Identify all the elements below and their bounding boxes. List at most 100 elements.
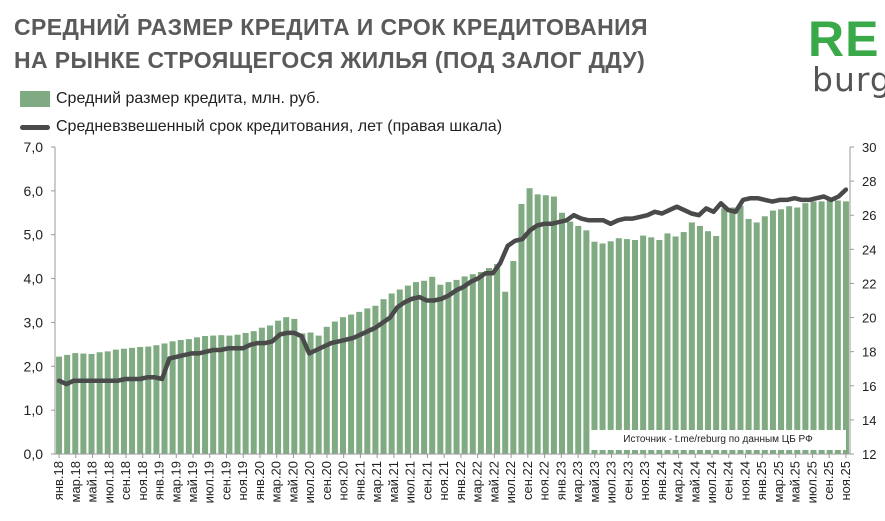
y-right-tick-label: 16 xyxy=(862,379,876,394)
loan-size-bar xyxy=(380,299,387,454)
loan-size-bar xyxy=(559,212,566,454)
loan-size-bar xyxy=(64,354,71,454)
loan-size-bar xyxy=(834,200,841,454)
y-right-tick-label: 18 xyxy=(862,345,876,360)
x-tick-label: янв.22 xyxy=(453,461,468,500)
loan-size-bar xyxy=(193,337,200,454)
loan-size-bar xyxy=(404,285,411,454)
loan-size-bar xyxy=(153,345,160,454)
loan-size-bar xyxy=(356,311,363,454)
legend-bar-swatch xyxy=(20,91,50,107)
loan-size-bar xyxy=(323,326,330,454)
x-tick-label: янв.24 xyxy=(654,461,669,500)
loan-size-bar xyxy=(567,221,574,454)
y-left-tick-label: 5,0 xyxy=(24,227,44,243)
legend-line-swatch xyxy=(20,124,50,130)
loan-size-bar xyxy=(664,233,671,454)
x-tick-label: ноя.19 xyxy=(235,461,250,501)
loan-size-bar xyxy=(729,207,736,454)
loan-size-bar xyxy=(445,282,452,454)
loan-size-bar xyxy=(218,335,225,454)
loan-size-bar xyxy=(778,209,785,454)
loan-size-bar xyxy=(607,241,614,454)
loan-size-bar xyxy=(494,264,501,454)
y-left-tick-label: 6,0 xyxy=(24,183,44,199)
x-tick-label: ноя.25 xyxy=(838,461,853,501)
x-tick-label: мар.19 xyxy=(168,461,183,502)
loan-size-bar xyxy=(680,232,687,454)
x-tick-label: мар.20 xyxy=(269,461,284,502)
loan-size-bar xyxy=(307,332,314,454)
loan-size-bar xyxy=(632,239,639,454)
x-tick-label: май.18 xyxy=(85,461,100,503)
loan-size-bar xyxy=(429,276,436,454)
loan-size-bar xyxy=(396,289,403,454)
source-note: Источник - t.me/reburg по данным ЦБ РФ xyxy=(590,430,846,450)
y-right-tick-label: 28 xyxy=(862,174,876,189)
loan-size-bar xyxy=(688,222,695,454)
x-tick-label: ноя.18 xyxy=(135,461,150,501)
loan-size-bar xyxy=(275,320,282,454)
x-tick-label: июл.24 xyxy=(704,461,719,503)
x-tick-label: сен.21 xyxy=(419,461,434,500)
loan-size-bar xyxy=(291,318,298,454)
loan-size-bar xyxy=(120,348,127,454)
x-tick-label: янв.23 xyxy=(553,461,568,500)
x-tick-label: июл.19 xyxy=(202,461,217,503)
loan-size-bar xyxy=(802,203,809,454)
loan-size-bar xyxy=(705,231,712,454)
x-tick-label: май.25 xyxy=(788,461,803,503)
loan-size-bar xyxy=(226,335,233,454)
x-tick-label: май.22 xyxy=(486,461,501,503)
y-left-tick-label: 1,0 xyxy=(24,402,44,418)
loan-size-bar xyxy=(810,201,817,454)
loan-size-bar xyxy=(258,327,265,454)
loan-size-bar xyxy=(713,236,720,454)
x-tick-label: май.24 xyxy=(687,461,702,503)
x-tick-label: май.21 xyxy=(386,461,401,503)
x-tick-label: сен.23 xyxy=(620,461,635,500)
loan-size-bar xyxy=(185,339,192,454)
loan-size-bar xyxy=(210,335,217,454)
loan-size-bar xyxy=(461,276,468,454)
loan-size-bar xyxy=(266,325,273,454)
y-right-tick-label: 26 xyxy=(862,208,876,223)
x-tick-label: мар.24 xyxy=(671,461,686,502)
x-tick-label: ноя.21 xyxy=(436,461,451,501)
x-tick-label: янв.19 xyxy=(152,461,167,500)
y-right-tick-label: 24 xyxy=(862,242,876,257)
loan-size-bar xyxy=(129,347,136,454)
y-right-tick-label: 12 xyxy=(862,447,876,462)
loan-size-bar xyxy=(469,274,476,454)
y-left-tick-label: 7,0 xyxy=(24,139,44,155)
loan-size-bar xyxy=(161,343,168,454)
loan-size-bar xyxy=(534,194,541,454)
loan-size-bar xyxy=(486,268,493,454)
x-tick-label: янв.21 xyxy=(352,461,367,500)
loan-size-bar xyxy=(242,332,249,454)
chart-title-line-1: СРЕДНИЙ РАЗМЕР КРЕДИТА И СРОК КРЕДИТОВАН… xyxy=(14,14,648,40)
x-tick-label: май.23 xyxy=(587,461,602,503)
x-tick-label: янв.18 xyxy=(51,461,66,500)
loan-size-bar xyxy=(794,207,801,454)
x-tick-label: июл.20 xyxy=(302,461,317,503)
loan-size-bar xyxy=(769,210,776,454)
loan-size-bar xyxy=(721,208,728,454)
loan-size-bar xyxy=(388,293,395,454)
loan-size-bar xyxy=(842,201,849,454)
loan-size-bar xyxy=(648,237,655,454)
loan-size-bar xyxy=(348,314,355,454)
loan-term-line xyxy=(56,187,849,387)
loan-size-bar xyxy=(299,333,306,454)
x-tick-label: июл.25 xyxy=(805,461,820,503)
loan-size-bar xyxy=(145,346,152,454)
loan-size-bar xyxy=(753,222,760,454)
loan-size-bar xyxy=(234,334,241,454)
x-tick-label: сен.20 xyxy=(319,461,334,500)
x-tick-label: июл.18 xyxy=(101,461,116,503)
x-tick-label: сен.24 xyxy=(721,461,736,500)
loan-size-bar xyxy=(364,308,371,454)
loan-size-bar xyxy=(640,235,647,454)
loan-size-bar xyxy=(169,341,176,454)
